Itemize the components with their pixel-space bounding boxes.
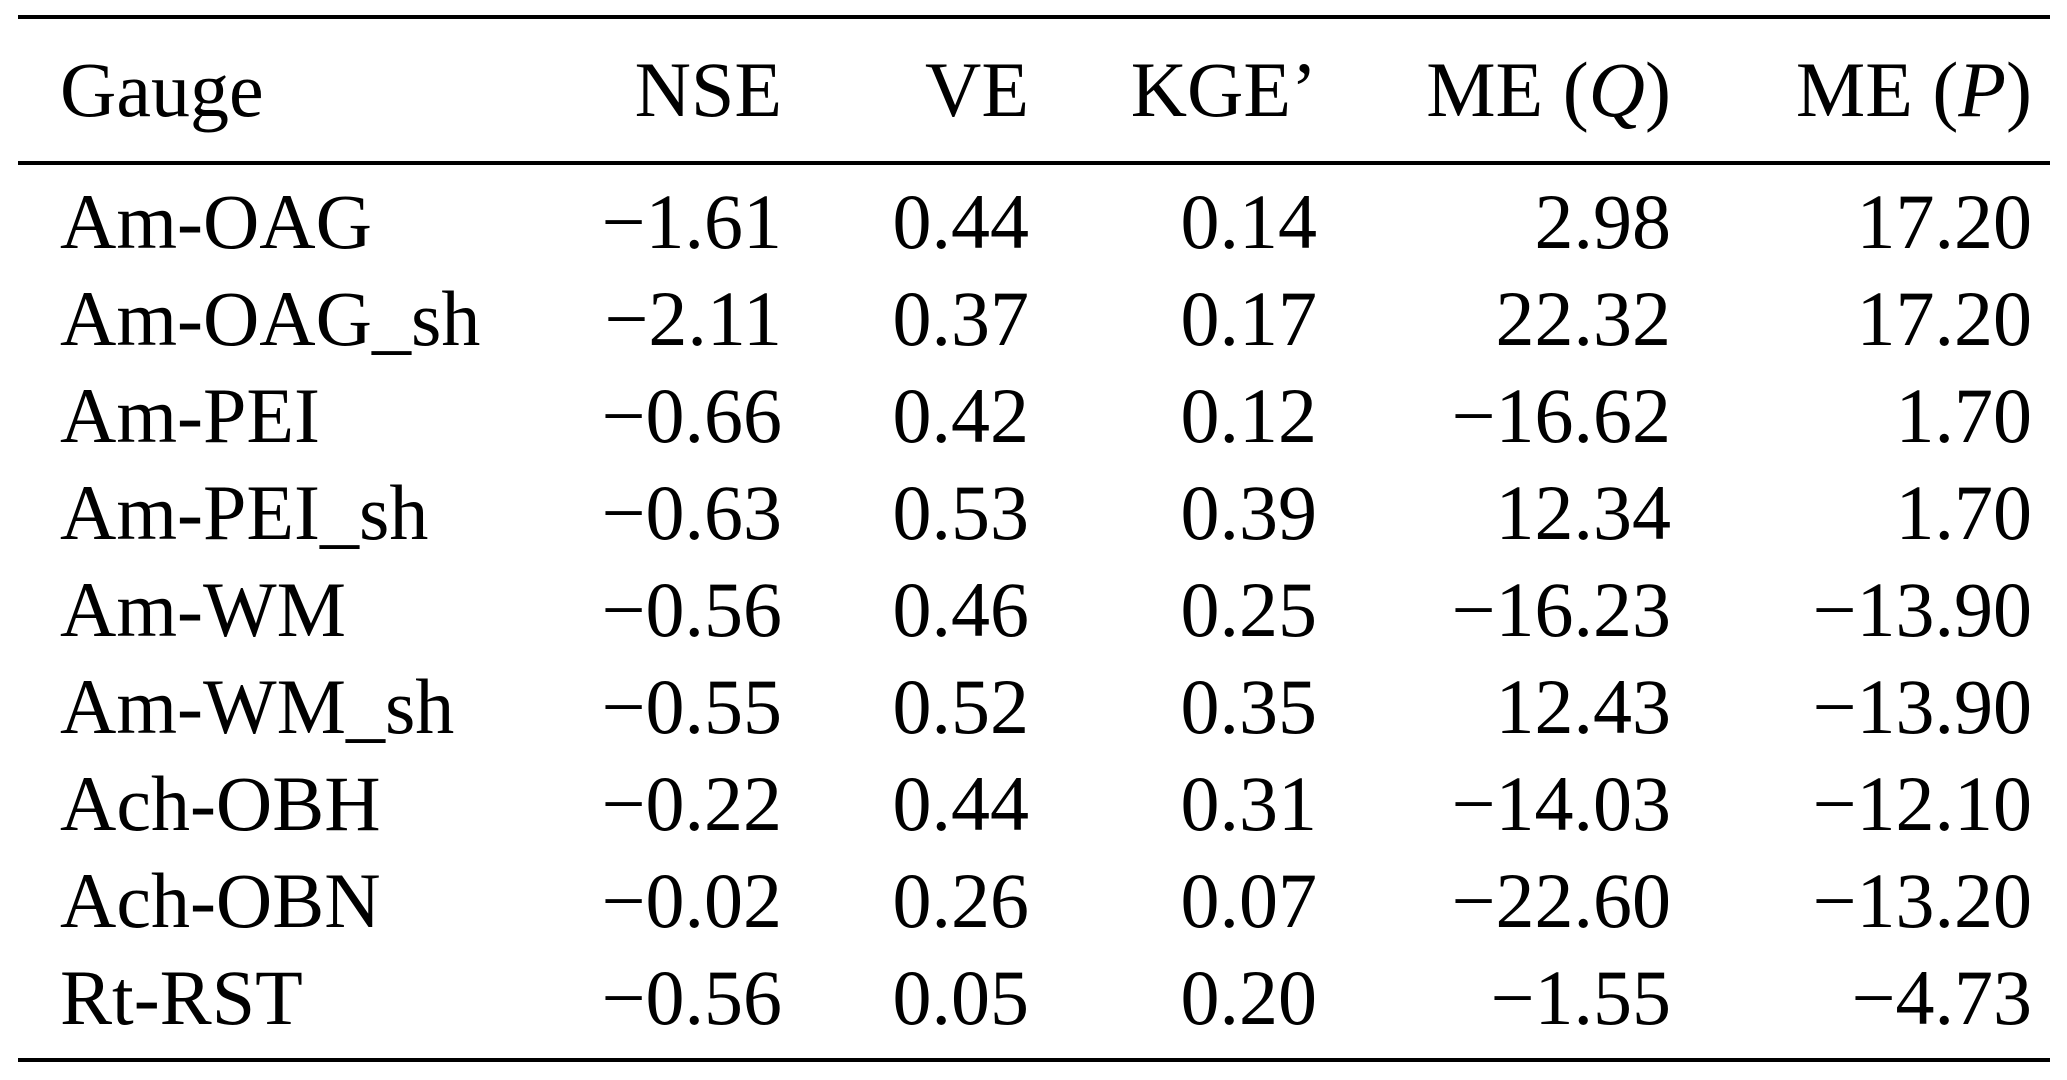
cell-kge: 0.17: [1180, 274, 1318, 362]
table-body: Am-OAG −1.61 0.44 0.14 2.98 17.20 Am-OAG…: [18, 163, 2050, 1060]
cell-me-q: −14.03: [1451, 759, 1672, 847]
cell-kge: 0.25: [1180, 565, 1318, 653]
header-gauge: Gauge: [18, 17, 578, 165]
cell-me-q: −16.62: [1451, 371, 1672, 459]
cell-kge: 0.14: [1180, 177, 1318, 265]
table-row: Am-PEI_sh −0.63 0.53 0.39 12.34 1.70: [18, 464, 2050, 561]
table-row: Am-OAG −1.61 0.44 0.14 2.98 17.20: [18, 163, 2050, 270]
cell-nse: −2.11: [604, 274, 782, 362]
cell-me-q: −16.23: [1451, 565, 1672, 653]
cell-ve: 0.26: [892, 856, 1030, 944]
header-me-p: ME (P): [1671, 17, 2050, 165]
cell-me-p: −13.20: [1812, 856, 2033, 944]
header-me-q-variable: Q: [1588, 46, 1646, 133]
header-me-q-suffix: ): [1645, 46, 1671, 133]
cell-ve: 0.44: [892, 177, 1030, 265]
cell-me-q: 22.32: [1495, 274, 1672, 362]
cell-me-p: −13.90: [1812, 662, 2033, 750]
cell-nse: −1.61: [601, 177, 783, 265]
header-me-q: ME (Q): [1317, 17, 1671, 165]
cell-gauge: Ach-OBN: [60, 856, 381, 944]
cell-ve: 0.44: [892, 759, 1030, 847]
cell-me-p: −12.10: [1812, 759, 2033, 847]
cell-ve: 0.05: [892, 953, 1030, 1041]
header-nse: NSE: [578, 17, 782, 165]
cell-nse: −0.55: [601, 662, 783, 750]
cell-kge: 0.31: [1180, 759, 1318, 847]
cell-gauge: Am-OAG_sh: [60, 274, 481, 362]
cell-me-q: 12.34: [1495, 468, 1672, 556]
cell-me-p: 1.70: [1895, 468, 2033, 556]
cell-me-q: 12.43: [1495, 662, 1672, 750]
cell-ve: 0.53: [892, 468, 1030, 556]
cell-kge: 0.12: [1180, 371, 1318, 459]
cell-me-q: 2.98: [1534, 177, 1672, 265]
cell-ve: 0.46: [892, 565, 1030, 653]
cell-me-p: 17.20: [1856, 274, 2033, 362]
cell-kge: 0.35: [1180, 662, 1318, 750]
cell-kge: 0.39: [1180, 468, 1318, 556]
header-me-p-prefix: ME (: [1795, 46, 1959, 133]
cell-nse: −0.02: [601, 856, 783, 944]
cell-ve: 0.37: [892, 274, 1030, 362]
cell-kge: 0.20: [1180, 953, 1318, 1041]
cell-me-q: −22.60: [1451, 856, 1672, 944]
cell-gauge: Am-PEI_sh: [60, 468, 429, 556]
table-row: Am-WM_sh −0.55 0.52 0.35 12.43 −13.90: [18, 658, 2050, 755]
cell-gauge: Am-WM: [60, 565, 346, 653]
header-me-q-prefix: ME (: [1426, 46, 1589, 133]
cell-nse: −0.56: [601, 565, 783, 653]
cell-me-p: 1.70: [1895, 371, 2033, 459]
table-row: Rt-RST −0.56 0.05 0.20 −1.55 −4.73: [18, 949, 2050, 1060]
header-me-p-suffix: ): [2006, 46, 2032, 133]
table-row: Am-PEI −0.66 0.42 0.12 −16.62 1.70: [18, 367, 2050, 464]
table-row: Am-WM −0.56 0.46 0.25 −16.23 −13.90: [18, 561, 2050, 658]
cell-nse: −0.56: [601, 953, 783, 1041]
cell-me-q: −1.55: [1490, 953, 1672, 1041]
cell-gauge: Am-OAG: [60, 177, 372, 265]
cell-kge: 0.07: [1180, 856, 1318, 944]
header-row: Gauge NSE VE KGE’ ME (Q) ME (P): [18, 17, 2050, 165]
table-header: Gauge NSE VE KGE’ ME (Q) ME (P): [18, 17, 2050, 165]
cell-me-p: −4.73: [1851, 953, 2033, 1041]
cell-gauge: Ach-OBH: [60, 759, 381, 847]
cell-nse: −0.66: [601, 371, 783, 459]
cell-gauge: Am-PEI: [60, 371, 320, 459]
gauge-metrics-table: Gauge NSE VE KGE’ ME (Q) ME (P) Am-OAG −…: [18, 15, 2050, 1062]
cell-ve: 0.42: [892, 371, 1030, 459]
table-row: Ach-OBH −0.22 0.44 0.31 −14.03 −12.10: [18, 755, 2050, 852]
cell-gauge: Rt-RST: [60, 953, 303, 1041]
cell-me-p: −13.90: [1812, 565, 2033, 653]
cell-nse: −0.22: [601, 759, 783, 847]
cell-ve: 0.52: [892, 662, 1030, 750]
cell-nse: −0.63: [601, 468, 783, 556]
cell-gauge: Am-WM_sh: [60, 662, 455, 750]
table-row: Ach-OBN −0.02 0.26 0.07 −22.60 −13.20: [18, 852, 2050, 949]
table-row: Am-OAG_sh −2.11 0.37 0.17 22.32 17.20: [18, 270, 2050, 367]
header-ve: VE: [782, 17, 1029, 165]
header-kge: KGE’: [1029, 17, 1317, 165]
cell-me-p: 17.20: [1856, 177, 2033, 265]
header-me-p-variable: P: [1958, 46, 2007, 133]
metrics-table-figure: Gauge NSE VE KGE’ ME (Q) ME (P) Am-OAG −…: [18, 15, 2050, 1062]
